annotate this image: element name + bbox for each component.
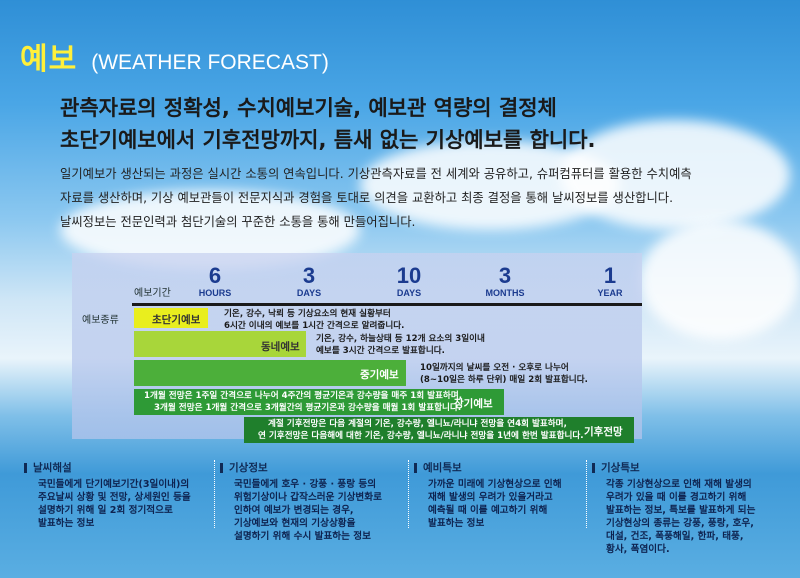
tick-3-months: 3 MONTHS xyxy=(485,263,525,299)
category-weather-information: 기상정보 국민들에게 호우 · 강풍 · 풍랑 등의 위험기상이나 갑작스러운 기… xyxy=(214,460,405,543)
band-label-climate-outlook: 기후전망 xyxy=(584,426,623,438)
category-title: 기상특보 xyxy=(601,462,640,474)
divider xyxy=(408,460,409,528)
headline: 관측자료의 정확성, 수치예보기술, 예보관 역량의 결정체 초단기예보에서 기… xyxy=(60,92,596,156)
headline-line-2: 초단기예보에서 기후전망까지, 틈새 없는 기상예보를 합니다. xyxy=(60,128,596,152)
band-climate-outlook xyxy=(244,417,634,443)
category-title: 예비특보 xyxy=(423,462,462,474)
title-korean: 예보 xyxy=(20,42,78,77)
category-description: 각종 기상현상으로 인해 재해 발생의 우려가 있을 때 이를 경고하기 위해 발표… xyxy=(606,479,756,555)
category-description: 국민들에게 단기예보기간(3일이내)의 주요날씨 상황 및 전망, 상세원인 등을… xyxy=(38,479,191,529)
category-description: 가까운 미래에 기상현상으로 인해 재해 발생의 우려가 있을거라고 예측될 때 이… xyxy=(428,479,562,529)
category-title: 날씨해설 xyxy=(33,462,72,474)
band-desc-climate-outlook-2: 연 기후전망은 다음해에 대한 기온, 강수량, 엘니뇨/라니냐 전망을 1년에… xyxy=(258,431,584,441)
band-desc-very-short-range-1: 기온, 강수, 낙뢰 등 기상요소의 현재 실황부터 xyxy=(224,309,391,319)
intro-line-1: 일기예보가 생산되는 과정은 실시간 소통의 연속입니다. 기상관측자료를 전 … xyxy=(60,167,692,181)
period-axis-label: 예보기간 xyxy=(134,288,171,299)
cloud-decoration xyxy=(560,120,790,230)
band-label-short-range: 동네예보 xyxy=(261,341,300,353)
category-title: 기상정보 xyxy=(229,462,268,474)
bullet-mark xyxy=(24,462,27,473)
bullet-mark xyxy=(220,462,223,473)
band-desc-short-range-2: 예보를 3시간 간격으로 발표합니다. xyxy=(316,346,445,356)
intro-text: 일기예보가 생산되는 과정은 실시간 소통의 연속입니다. 기상관측자료를 전 … xyxy=(60,162,780,234)
bullet-mark xyxy=(414,462,417,473)
tick-6-hours: 6 HOURS xyxy=(198,263,232,299)
band-label-long-range: 장기예보 xyxy=(454,398,493,410)
band-very-short-range xyxy=(134,308,208,328)
band-desc-very-short-range-2: 6시간 이내의 예보를 1시간 간격으로 알려줍니다. xyxy=(224,321,405,331)
band-desc-medium-range-1: 10일까지의 날씨를 오전 · 오후로 나누어 xyxy=(420,363,569,373)
tick-1-year: 1 YEAR xyxy=(597,263,623,299)
period-axis-line xyxy=(132,303,642,306)
intro-line-2: 자료를 생산하며, 기상 예보관들이 전문지식과 경험을 토대로 의견을 교환하… xyxy=(60,191,673,205)
band-desc-long-range-2: 3개월 전망은 1개월 간격으로 3개월간의 평균기온과 강수량을 매월 1회 … xyxy=(154,403,462,413)
category-weather-commentary: 날씨해설 국민들에게 단기예보기간(3일이내)의 주요날씨 상황 및 전망, 상세… xyxy=(24,460,209,530)
headline-line-1: 관측자료의 정확성, 수치예보기술, 예보관 역량의 결정체 xyxy=(60,96,557,120)
category-description: 국민들에게 호우 · 강풍 · 풍랑 등의 위험기상이나 갑작스러운 기상변화로 인… xyxy=(234,479,382,542)
intro-line-3: 날씨정보는 전문인력과 첨단기술의 꾸준한 소통을 통해 만들어집니다. xyxy=(60,215,416,229)
band-desc-long-range-1: 1개월 전망은 1주일 간격으로 나누어 4주간의 평균기온과 강수량을 매주 … xyxy=(144,391,463,401)
cloud-decoration xyxy=(640,220,800,340)
band-long-range xyxy=(134,389,504,415)
divider xyxy=(214,460,215,528)
page-title: 예보 (WEATHER FORECAST) xyxy=(20,34,329,78)
tick-3-days: 3 DAYS xyxy=(296,263,322,299)
band-label-medium-range: 중기예보 xyxy=(360,369,399,381)
type-axis-label: 예보종류 xyxy=(82,315,119,326)
band-label-very-short-range: 초단기예보 xyxy=(152,314,201,326)
bullet-mark xyxy=(592,462,595,473)
divider xyxy=(586,460,587,528)
category-weather-warning: 기상특보 각종 기상현상으로 인해 재해 발생의 우려가 있을 때 이를 경고하기… xyxy=(586,460,792,556)
tick-10-days: 10 DAYS xyxy=(396,263,422,299)
title-english: (WEATHER FORECAST) xyxy=(91,51,329,74)
band-desc-short-range-1: 기온, 강수, 하늘상태 등 12개 요소의 3일이내 xyxy=(316,334,485,344)
band-medium-range xyxy=(134,360,406,386)
band-desc-climate-outlook-1: 계절 기후전망은 다음 계절의 기온, 강수량, 엘니뇨/라니냐 전망을 연4회… xyxy=(268,419,567,429)
band-short-range xyxy=(134,331,306,357)
band-desc-medium-range-2: (8~10일은 하루 단위) 매일 2회 발표합니다. xyxy=(420,375,588,385)
category-preliminary-warning: 예비특보 가까운 미래에 기상현상으로 인해 재해 발생의 우려가 있을거라고 예측… xyxy=(408,460,599,530)
